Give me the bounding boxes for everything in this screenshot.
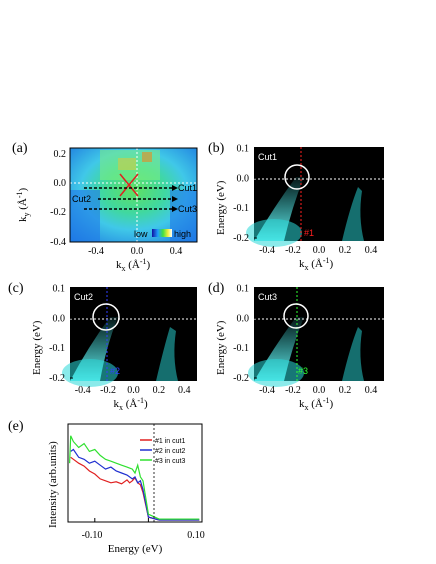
energy-tick-label: 0.0 [237,313,250,324]
k-tick-label: 0.0 [313,245,326,256]
e-xtick: -0.10 [82,530,103,541]
k-tick-label: 0.2 [153,385,166,396]
energy-tick-label: -0.1 [233,343,249,354]
spectra-plot [69,435,203,522]
colorbar-low-label: low [134,229,148,239]
k-tick-label: 0.0 [127,385,140,396]
panel-e: (e) #1 in cut1 #2 in cut2 #3 in cut3 -0.10… [8,419,205,555]
panel-c: (c) Cut2 #2 [8,281,197,387]
panel-b: (b) Cut1 #1 [208,141,384,247]
k-tick-label: -0.2 [100,385,116,396]
cut1-arrowhead [172,185,178,191]
k-tick-label: 0.4 [365,245,378,256]
panel-c-label: (c) [8,281,24,296]
cut1-inset-label: Cut1 [258,152,277,162]
k-tick-label: 0.0 [313,385,326,396]
panel-e-frame [67,423,203,523]
arpes-image-c [62,287,197,387]
energy-tick-label: -0.1 [233,203,249,214]
series-line-1 [70,456,200,521]
panel-b-label: (b) [208,141,225,156]
k-axis-label: kx (Å-1) [299,256,334,272]
k-tick-label: -0.4 [259,385,275,396]
cut2-label: Cut2 [72,194,91,204]
marker-1-label: #1 [304,228,314,238]
k-axis-label: kx (Å-1) [114,396,149,412]
marker-2-label: #2 [110,366,120,376]
energy-tick-label: -0.1 [49,343,65,354]
energy-tick-label: -0.2 [49,373,65,384]
energy-tick-label: -0.2 [233,373,249,384]
k-tick-label: -0.4 [75,385,91,396]
k-tick-label: 0.4 [365,385,378,396]
a-ytick: 0.2 [54,149,67,160]
legend-label: #3 in cut3 [155,458,185,465]
arpes-image-b [246,147,384,247]
arpes-axes: 0.1 0.0 -0.1 -0.2 -0.4 -0.2 0.0 0.2 0.4 Energy (e… [31,143,377,412]
panel-a: (a) Cut1 Cut2 Cut3 low high 0.2 0.0 -0.2… [12,141,198,273]
energy-axis-label: Energy (eV) [215,320,227,375]
a-xtick: -0.4 [88,246,104,257]
e-ylabel: Intensity (arb.units) [47,441,59,528]
cut3-label: Cut3 [178,204,197,214]
legend-label: #1 in cut1 [155,438,185,445]
k-tick-label: -0.4 [259,245,275,256]
series-line-2 [70,448,200,521]
a-xlabel: kx (Å-1) [116,257,151,273]
arpes-image-d [248,287,384,387]
a-ytick: 0.0 [54,178,67,189]
energy-axis-label: Energy (eV) [215,180,227,235]
a-ytick: -0.4 [50,237,66,248]
marker-3-label: #3 [298,366,308,376]
cut2-inset-label: Cut2 [74,292,93,302]
k-tick-label: -0.2 [285,385,301,396]
energy-tick-label: 0.1 [237,283,250,294]
kf-circle [92,303,120,331]
a-ylabel: ky (Å-1) [15,187,31,222]
legend-label: #2 in cut2 [155,448,185,455]
series-line-3 [69,435,200,520]
a-xtick: 0.4 [170,246,183,257]
a-xtick: 0.0 [131,246,144,257]
red-cross-marker [119,173,139,197]
colorbar [152,229,172,237]
k-tick-label: 0.4 [178,385,191,396]
energy-tick-label: 0.0 [237,173,250,184]
energy-tick-label: -0.2 [233,233,249,244]
panel-a-label: (a) [12,141,28,156]
k-axis-label: kx (Å-1) [299,396,334,412]
panel-d: (d) Cut3 #3 [208,281,384,387]
kf-circle [284,164,310,190]
energy-axis-label: Energy (eV) [31,320,43,375]
energy-tick-label: 0.1 [53,283,66,294]
colorbar-high-label: high [174,229,191,239]
e-xtick: 0.10 [187,530,205,541]
k-tick-label: 0.2 [339,385,352,396]
map-dark-region [70,190,100,242]
a-ytick: -0.2 [50,207,66,218]
energy-tick-label: 0.1 [237,143,250,154]
e-xlabel: Energy (eV) [108,543,163,555]
map-hot-spot [142,152,152,162]
cut1-label: Cut1 [178,183,197,193]
k-tick-label: 0.2 [339,245,352,256]
panel-e-label: (e) [8,419,24,434]
kf-circle [283,303,309,329]
map-hot-spot [118,158,136,170]
cut2-arrowhead [172,196,178,202]
cut3-arrowhead [172,206,178,212]
panel-d-label: (d) [208,281,225,296]
panel-a-frame [69,147,198,243]
energy-tick-label: 0.0 [53,313,66,324]
k-tick-label: -0.2 [285,245,301,256]
legend: #1 in cut1 #2 in cut2 #3 in cut3 [140,438,185,465]
cut3-inset-label: Cut3 [258,292,277,302]
